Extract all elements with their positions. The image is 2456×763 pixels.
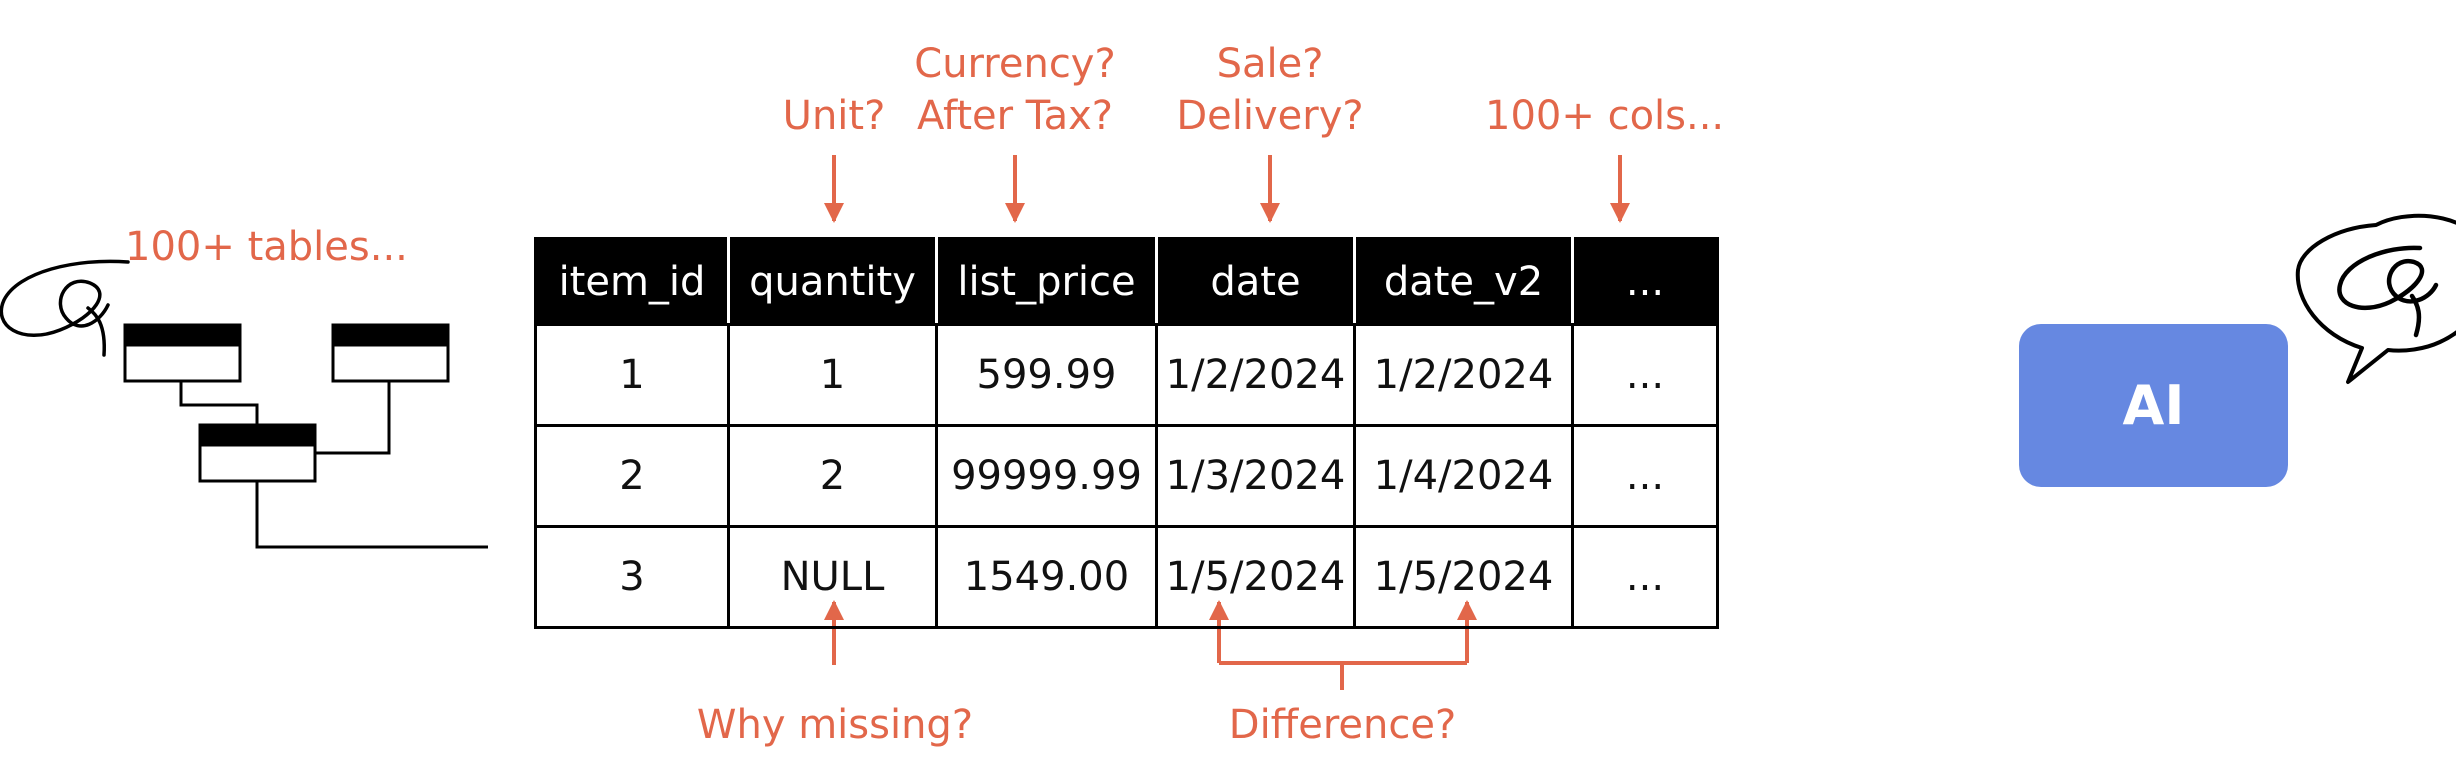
data-table: item_id quantity list_price date date_v2… [534,237,1719,629]
ai-box: AI [2019,324,2288,487]
table-cell: 1 [727,323,938,427]
table-row: 2 2 99999.99 1/3/2024 1/4/2024 ... [534,424,1719,528]
annotation-why-missing: Why missing? [696,702,974,748]
annotation-sale: Sale? [1216,41,1324,87]
table-cell: 1/4/2024 [1353,424,1574,528]
annotation-cols: 100+ cols... [1485,93,1725,139]
table-cell: ... [1571,323,1719,427]
table-cell: 1/2/2024 [1353,323,1574,427]
table-cell: 99999.99 [935,424,1158,528]
annotation-after-tax: After Tax? [917,93,1113,139]
column-header: quantity [727,237,938,326]
table-cell: 1/5/2024 [1155,525,1356,629]
table-row: 3 NULL 1549.00 1/5/2024 1/5/2024 ... [534,525,1719,629]
table-cell: NULL [727,525,938,629]
speech-bubble-logo [2295,213,2456,384]
spiral-logo-left [0,259,130,357]
table-cell: 3 [534,525,730,629]
annotation-delivery: Delivery? [1176,93,1364,139]
table-row: 1 1 599.99 1/2/2024 1/2/2024 ... [534,323,1719,427]
column-header: item_id [534,237,730,326]
table-cell: 1 [534,323,730,427]
column-header: ... [1571,237,1719,326]
annotation-tables: 100+ tables... [125,224,408,270]
schema-thumbnail [123,323,488,549]
annotation-unit: Unit? [782,93,886,139]
annotation-currency: Currency? [914,41,1116,87]
column-header: date_v2 [1353,237,1574,326]
table-cell: 2 [727,424,938,528]
table-cell: 1/3/2024 [1155,424,1356,528]
table-cell: 2 [534,424,730,528]
ai-label: AI [2122,374,2185,437]
annotation-arrows [824,155,1630,665]
table-cell: ... [1571,525,1719,629]
table-cell: 1/2/2024 [1155,323,1356,427]
annotation-difference: Difference? [1228,702,1457,748]
column-header: date [1155,237,1356,326]
table-header-row: item_id quantity list_price date date_v2… [534,237,1719,326]
table-cell: 1549.00 [935,525,1158,629]
table-cell: ... [1571,424,1719,528]
table-cell: 599.99 [935,323,1158,427]
column-header: list_price [935,237,1158,326]
table-cell: 1/5/2024 [1353,525,1574,629]
